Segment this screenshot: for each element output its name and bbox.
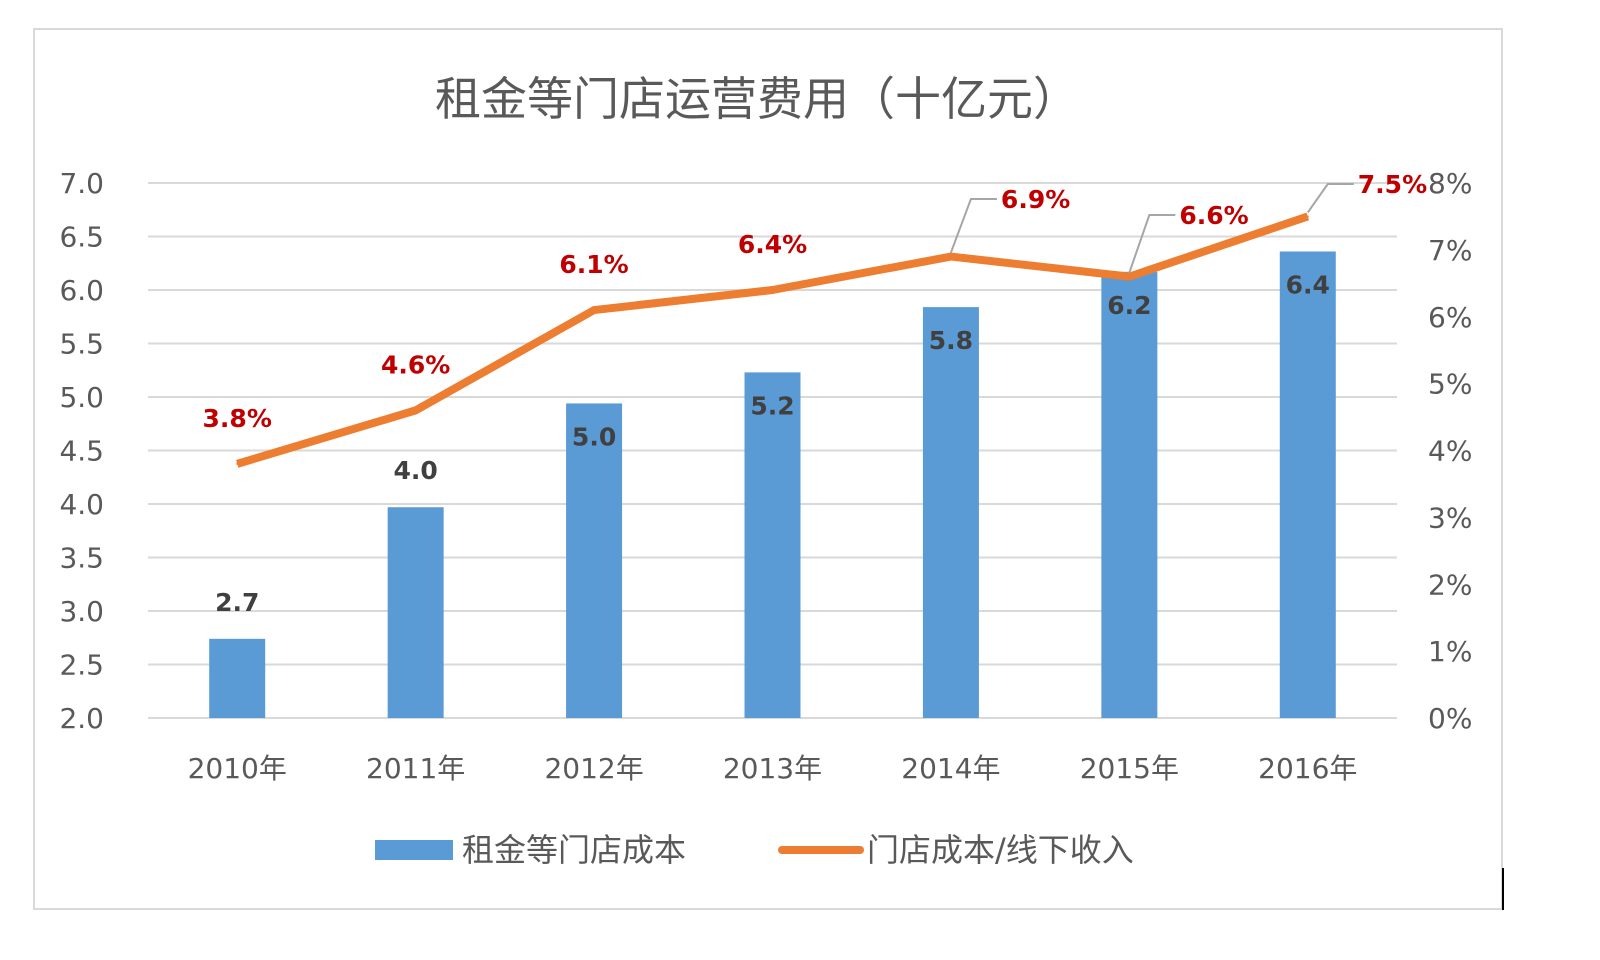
bar-data-label: 5.2 [750,391,794,420]
y-right-tick-label: 0% [1428,702,1472,735]
bar [922,307,979,718]
x-tick-label: 2015年 [1080,752,1179,785]
leader-line [1128,214,1176,273]
line-data-label: 7.5% [1358,170,1427,199]
x-tick-label: 2010年 [188,752,287,785]
bar-data-label: 2.7 [215,588,259,617]
bar [566,403,623,718]
line-data-label: 6.9% [1001,185,1070,214]
y-left-tick-label: 4.0 [59,488,104,521]
legend-label-bar: 租金等门店成本 [462,831,686,869]
leader-line [949,198,997,253]
bar [387,507,444,718]
bar [744,372,801,718]
bar-data-label: 6.2 [1107,291,1151,320]
y-left-tick-label: 5.0 [59,381,104,414]
line-point [236,462,239,465]
y-right-tick-label: 1% [1428,635,1472,668]
leader-line [1306,183,1354,214]
y-right-tick-label: 4% [1428,435,1472,468]
y-left-tick-label: 7.0 [59,167,104,200]
y-left-tick-label: 6.5 [59,221,104,254]
line-data-label: 6.1% [559,250,628,279]
y-left-tick-label: 6.0 [59,274,104,307]
line-point [771,289,774,291]
bar-data-label: 6.4 [1286,270,1330,299]
line-data-label: 6.6% [1179,201,1248,230]
x-tick-label: 2016年 [1258,752,1357,785]
bar-data-label: 4.0 [393,456,437,485]
bar [1101,271,1158,718]
legend: 租金等门店成本 门店成本/线下收入 [375,831,1134,869]
x-tick-label: 2014年 [901,752,1000,785]
y-right-tick-label: 8% [1428,167,1472,200]
y-right-tick-label: 6% [1428,301,1472,334]
x-tick-label: 2013年 [723,752,822,785]
x-tick-label: 2011年 [366,752,465,785]
bar [209,638,266,718]
chart-title: 租金等门店运营费用（十亿元） [435,72,1079,126]
line-point [1306,215,1309,218]
line-point [414,409,417,412]
line-point [593,309,596,312]
y-right-tick-label: 3% [1428,501,1472,534]
legend-swatch-bar [375,840,453,860]
y-left-tick-label: 3.0 [59,595,104,628]
chart-frame [33,28,1503,910]
y-left-tick-label: 2.5 [59,649,104,682]
line-point [1128,275,1131,278]
bar-data-label: 5.8 [929,326,973,355]
bar-data-label: 5.0 [572,422,616,451]
line-data-label: 4.6% [381,350,450,379]
y-left-tick-label: 3.5 [59,542,104,575]
line-point [949,255,952,258]
y-right-tick-label: 2% [1428,568,1472,601]
x-tick-label: 2012年 [544,752,643,785]
text-cursor [1502,868,1504,910]
line-data-label: 3.8% [203,404,272,433]
y-right-tick-label: 5% [1428,368,1472,401]
legend-label-line: 门店成本/线下收入 [867,831,1134,869]
y-left-tick-label: 4.5 [59,435,104,468]
y-right-tick-label: 7% [1428,234,1472,267]
y-left-tick-label: 5.5 [59,328,104,361]
bar [1279,251,1336,719]
line-data-label: 6.4% [738,230,807,259]
y-left-tick-label: 2.0 [59,702,104,735]
